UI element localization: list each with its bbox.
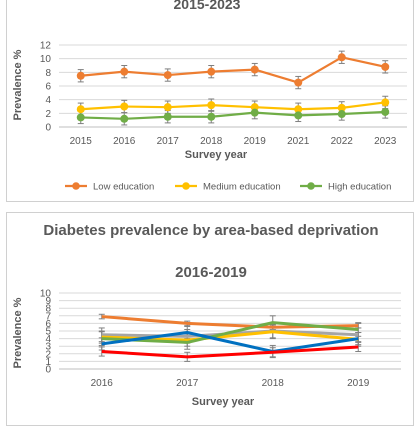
chart-title: 2015-2023 bbox=[174, 0, 241, 12]
plot-area: 0 2 4 6 8 10 12 2015 2016 2017 2018 2019 2021 2022 202… bbox=[40, 41, 407, 147]
y-tick-label: 4 bbox=[45, 95, 51, 106]
data-point bbox=[294, 105, 303, 114]
data-point bbox=[381, 107, 390, 116]
y-tick-label: 8 bbox=[45, 304, 51, 315]
x-tick-label: 2019 bbox=[244, 136, 267, 147]
legend-label: High education bbox=[328, 182, 391, 193]
x-tick-label: 2016 bbox=[113, 136, 136, 147]
data-point bbox=[76, 113, 85, 122]
x-tick-label: 2022 bbox=[331, 136, 354, 147]
y-tick-label: 6 bbox=[45, 82, 51, 93]
data-point bbox=[76, 105, 85, 114]
data-point bbox=[294, 111, 303, 120]
y-axis-title: Prevalence % bbox=[12, 49, 24, 120]
x-tick-label: 2018 bbox=[262, 378, 285, 389]
legend-swatch-marker bbox=[307, 182, 315, 190]
y-tick-label: 10 bbox=[40, 54, 52, 65]
chart-subtitle: 2016-2019 bbox=[175, 264, 247, 281]
y-tick-label: 2 bbox=[45, 349, 51, 360]
x-tick-label: 2017 bbox=[157, 136, 180, 147]
data-point bbox=[120, 102, 129, 111]
y-tick-label: 5 bbox=[45, 327, 51, 338]
y-tick-label: 8 bbox=[45, 68, 51, 79]
series-line bbox=[101, 331, 359, 354]
series-line bbox=[101, 321, 359, 344]
series-line bbox=[80, 110, 386, 120]
y-tick-label: 7 bbox=[45, 311, 51, 322]
data-point bbox=[250, 103, 259, 112]
y-tick-label: 2 bbox=[45, 109, 51, 120]
x-tick-label: 2017 bbox=[176, 378, 199, 389]
series-line bbox=[80, 56, 386, 84]
x-tick-label: 2019 bbox=[347, 378, 370, 389]
x-tick-label: 2015 bbox=[70, 136, 93, 147]
data-point bbox=[207, 101, 216, 110]
data-point bbox=[250, 108, 259, 117]
data-point bbox=[207, 67, 216, 76]
chart-panel-education: 2015-2023 0 2 4 6 8 10 12 2015 2016 2017 2018 2019 2… bbox=[6, 0, 414, 202]
x-tick-label: 2018 bbox=[200, 136, 223, 147]
data-point bbox=[207, 112, 216, 121]
y-tick-label: 4 bbox=[45, 334, 51, 345]
y-tick-label: 12 bbox=[40, 41, 52, 52]
y-tick-label: 0 bbox=[45, 365, 51, 376]
y-tick-label: 3 bbox=[45, 342, 51, 353]
x-axis-title: Survey year bbox=[185, 149, 248, 161]
data-point bbox=[76, 71, 85, 80]
data-point bbox=[120, 67, 129, 76]
legend-label: Low education bbox=[93, 182, 154, 193]
legend-label: Medium education bbox=[203, 182, 281, 193]
y-tick-label: 10 bbox=[40, 289, 52, 300]
data-point bbox=[381, 62, 390, 71]
legend-swatch-marker bbox=[182, 182, 190, 190]
chart-deprivation: Diabetes prevalence by area-based depriv… bbox=[12, 222, 401, 408]
y-tick-label: 9 bbox=[45, 296, 51, 307]
data-point bbox=[163, 103, 172, 112]
data-point bbox=[250, 65, 259, 74]
series-line bbox=[101, 345, 359, 359]
legend: Low education Medium education High educat… bbox=[65, 182, 391, 193]
y-tick-label: 6 bbox=[45, 319, 51, 330]
data-point bbox=[337, 53, 346, 62]
data-point bbox=[337, 103, 346, 112]
chart-title: Diabetes prevalence by area-based depriv… bbox=[43, 222, 378, 239]
y-tick-label: 0 bbox=[45, 123, 51, 134]
x-tick-label: 2023 bbox=[374, 136, 397, 147]
data-point bbox=[337, 110, 346, 119]
x-tick-label: 2021 bbox=[287, 136, 310, 147]
data-point bbox=[294, 78, 303, 87]
legend-swatch-marker bbox=[72, 182, 80, 190]
y-axis-title: Prevalence % bbox=[12, 297, 24, 368]
data-point bbox=[381, 98, 390, 107]
chart-education: 2015-2023 0 2 4 6 8 10 12 2015 2016 2017 2018 2019 2… bbox=[12, 0, 407, 193]
chart-panel-deprivation: Diabetes prevalence by area-based depriv… bbox=[6, 212, 414, 426]
data-point bbox=[163, 112, 172, 121]
data-point bbox=[163, 71, 172, 80]
data-point bbox=[120, 114, 129, 123]
x-axis-title: Survey year bbox=[192, 396, 255, 408]
x-tick-label: 2016 bbox=[91, 378, 114, 389]
y-tick-label: 1 bbox=[45, 357, 51, 368]
series-line bbox=[80, 101, 386, 111]
